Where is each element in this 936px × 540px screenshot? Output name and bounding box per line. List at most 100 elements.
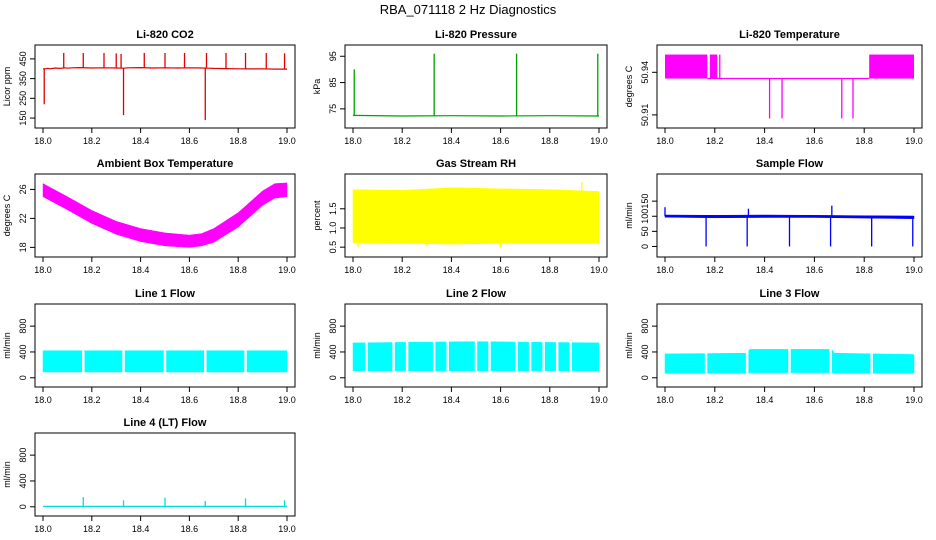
x-tick-label: 18.8 xyxy=(229,136,247,146)
y-axis-label: ml/min xyxy=(2,461,12,488)
plot-frame xyxy=(34,432,296,517)
y-tick-label: 400 xyxy=(640,344,650,359)
panel-temp: Li-820 Temperature degrees C 18.0 18.2 18.4 1… xyxy=(624,29,923,146)
x-tick-label: 18.6 xyxy=(181,265,199,275)
x-tick-label: 18.4 xyxy=(132,395,150,405)
x-tick-label: 18.6 xyxy=(806,136,824,146)
x-tick-label: 18.4 xyxy=(443,395,461,405)
y-tick-label: 0 xyxy=(18,375,28,380)
series-line-0 xyxy=(43,66,287,70)
x-tick-label: 18.8 xyxy=(229,524,247,534)
x-tick-label: 18.0 xyxy=(34,395,52,405)
x-tick-label: 18.8 xyxy=(855,265,873,275)
panel-title: Ambient Box Temperature xyxy=(97,158,234,170)
y-tick-label: 50 xyxy=(640,226,650,236)
y-tick-label: 50.94 xyxy=(640,61,650,84)
y-tick-label: 85 xyxy=(328,78,338,88)
x-tick-label: 18.0 xyxy=(656,265,674,275)
series-band-0 xyxy=(352,187,600,245)
y-axis-label: percent xyxy=(312,200,322,231)
band-mark xyxy=(709,54,718,79)
panel-line2: Line 2 Flow ml/min 18.0 18.2 18.4 18.6 18.8 19.… xyxy=(312,288,608,405)
x-tick-label: 18.2 xyxy=(83,265,101,275)
x-tick-label: 18.0 xyxy=(344,395,362,405)
x-tick-label: 18.0 xyxy=(344,136,362,146)
y-tick-label: 1.0 xyxy=(328,222,338,235)
x-tick-label: 18.0 xyxy=(34,136,52,146)
x-tick-label: 18.4 xyxy=(443,265,461,275)
panel-title: Sample Flow xyxy=(756,158,824,170)
panel-sample_flow: Sample Flow ml/min 18.0 18.2 18.4 18.6 18.8 19.… xyxy=(624,158,923,275)
band-mark xyxy=(869,54,914,79)
y-axis-label: ml/min xyxy=(624,332,634,359)
x-tick-label: 18.6 xyxy=(181,524,199,534)
x-tick-label: 18.6 xyxy=(181,395,199,405)
x-tick-label: 18.4 xyxy=(443,136,461,146)
x-tick-label: 19.0 xyxy=(590,395,608,405)
panel-title: Gas Stream RH xyxy=(436,158,516,170)
x-tick-label: 18.6 xyxy=(806,265,824,275)
y-tick-label: 0 xyxy=(328,375,338,380)
y-tick-label: 800 xyxy=(18,448,28,463)
y-tick-label: 22 xyxy=(18,213,28,223)
y-tick-label: 0.5 xyxy=(328,241,338,254)
x-tick-label: 19.0 xyxy=(278,524,296,534)
y-axis-label: ml/min xyxy=(312,332,322,359)
plot-frame xyxy=(656,173,923,258)
panel-title: Line 4 (LT) Flow xyxy=(124,417,207,429)
x-tick-label: 18.4 xyxy=(132,524,150,534)
y-tick-label: 800 xyxy=(640,319,650,334)
plot-frame xyxy=(34,44,296,129)
x-tick-label: 18.8 xyxy=(229,395,247,405)
y-tick-label: 250 xyxy=(18,91,28,106)
x-tick-label: 18.2 xyxy=(83,136,101,146)
y-tick-label: 0 xyxy=(18,504,28,509)
x-tick-label: 18.2 xyxy=(83,524,101,534)
y-tick-label: 100 xyxy=(640,209,650,224)
y-tick-label: 1.5 xyxy=(328,203,338,216)
x-tick-label: 18.6 xyxy=(492,395,510,405)
y-tick-label: 350 xyxy=(18,71,28,86)
x-tick-label: 18.4 xyxy=(132,136,150,146)
x-tick-label: 18.8 xyxy=(541,265,559,275)
y-tick-label: 400 xyxy=(18,344,28,359)
x-tick-label: 19.0 xyxy=(278,265,296,275)
panel-title: Li-820 Pressure xyxy=(435,29,517,41)
x-tick-label: 18.6 xyxy=(181,136,199,146)
panel-line3: Line 3 Flow ml/min 18.0 18.2 18.4 18.6 18.8 19.… xyxy=(624,288,923,405)
x-tick-label: 18.4 xyxy=(756,265,774,275)
x-tick-label: 18.2 xyxy=(83,395,101,405)
plot-frame xyxy=(656,303,923,388)
x-tick-label: 19.0 xyxy=(590,136,608,146)
x-tick-label: 18.0 xyxy=(656,136,674,146)
x-tick-label: 18.2 xyxy=(393,265,411,275)
panel-title: Line 3 Flow xyxy=(760,288,820,300)
series-band-0 xyxy=(42,182,288,248)
y-tick-label: 150 xyxy=(640,194,650,209)
y-axis-label: ml/min xyxy=(624,202,634,229)
x-tick-label: 18.2 xyxy=(706,265,724,275)
x-tick-label: 19.0 xyxy=(905,136,923,146)
x-tick-label: 18.8 xyxy=(229,265,247,275)
y-tick-label: 800 xyxy=(328,319,338,334)
panel-title: Li-820 Temperature xyxy=(739,29,840,41)
panel-rh: Gas Stream RH percent 18.0 18.2 18.4 18.6 18.8… xyxy=(312,158,608,275)
y-axis-label: Licor ppm xyxy=(2,67,12,107)
x-tick-label: 18.6 xyxy=(492,265,510,275)
x-tick-label: 18.8 xyxy=(541,136,559,146)
x-tick-label: 18.0 xyxy=(34,265,52,275)
y-axis-label: degrees C xyxy=(624,65,634,107)
x-tick-label: 18.6 xyxy=(806,395,824,405)
figure-title: RBA_071118 2 Hz Diagnostics xyxy=(380,2,557,17)
y-tick-label: 400 xyxy=(18,473,28,488)
x-tick-label: 18.8 xyxy=(855,395,873,405)
y-tick-label: 0 xyxy=(640,375,650,380)
panel-line4: Line 4 (LT) Flow ml/min 18.0 18.2 18.4 18.6 18… xyxy=(2,417,296,534)
y-tick-label: 18 xyxy=(18,242,28,252)
panel-line1: Line 1 Flow ml/min 18.0 18.2 18.4 18.6 18.8 19.… xyxy=(2,288,296,405)
y-tick-label: 450 xyxy=(18,51,28,66)
x-tick-label: 18.2 xyxy=(706,136,724,146)
x-tick-label: 18.0 xyxy=(344,265,362,275)
y-tick-label: 75 xyxy=(328,104,338,114)
